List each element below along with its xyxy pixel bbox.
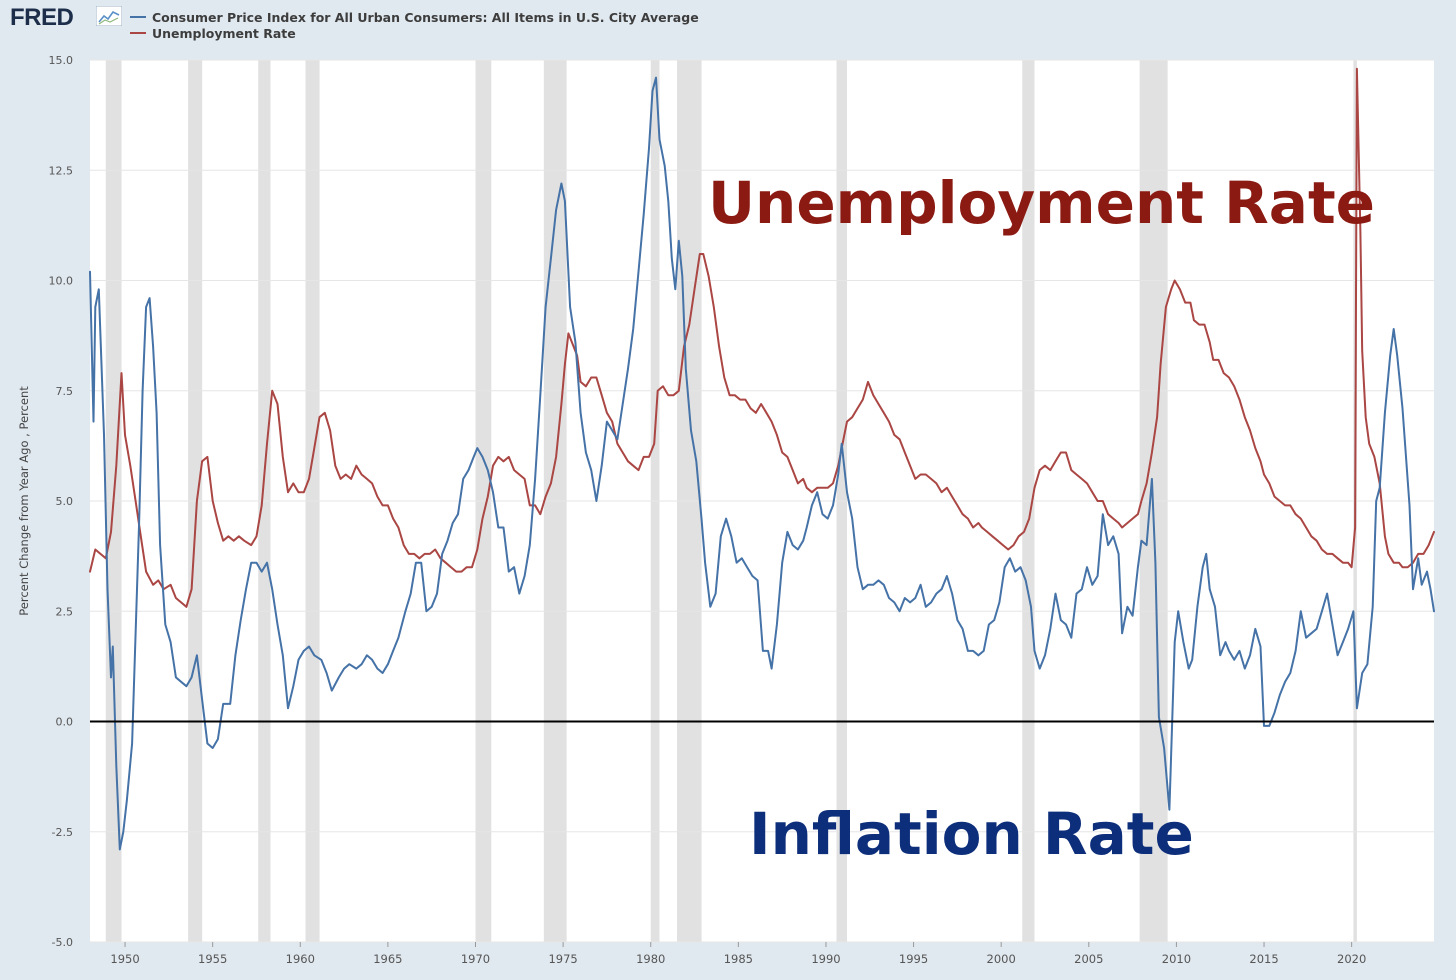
x-tick-label: 1990 bbox=[811, 952, 840, 966]
x-tick-label: 2015 bbox=[1249, 952, 1278, 966]
legend-swatch-unemployment bbox=[130, 32, 146, 34]
y-tick-label: 0.0 bbox=[56, 716, 74, 729]
y-tick-label: 15.0 bbox=[49, 54, 74, 67]
x-tick-label: 2000 bbox=[987, 952, 1016, 966]
x-tick-label: 2020 bbox=[1337, 952, 1366, 966]
series-line-cpi bbox=[89, 76, 1435, 851]
legend-item-unemployment[interactable]: Unemployment Rate bbox=[130, 25, 699, 41]
x-tick-label: 1985 bbox=[724, 952, 753, 966]
x-tick-label: 1980 bbox=[636, 952, 665, 966]
series-line-unemployment bbox=[89, 67, 1435, 608]
legend-swatch-cpi bbox=[130, 16, 146, 18]
legend-label-unemployment: Unemployment Rate bbox=[152, 25, 296, 41]
fred-chart-icon bbox=[96, 6, 122, 26]
y-tick-label: -5.0 bbox=[52, 936, 73, 949]
x-tick-label: 1970 bbox=[461, 952, 490, 966]
y-tick-label: 2.5 bbox=[56, 605, 74, 618]
x-tick-label: 1950 bbox=[110, 952, 139, 966]
x-tick-label: 1975 bbox=[548, 952, 577, 966]
y-tick-label: -2.5 bbox=[52, 826, 73, 839]
legend-label-cpi: Consumer Price Index for All Urban Consu… bbox=[152, 9, 699, 25]
x-tick-label: 2010 bbox=[1162, 952, 1191, 966]
fred-logo: FRED bbox=[10, 4, 74, 31]
legend: Consumer Price Index for All Urban Consu… bbox=[130, 9, 699, 41]
y-tick-label: 7.5 bbox=[56, 385, 74, 398]
legend-item-cpi[interactable]: Consumer Price Index for All Urban Consu… bbox=[130, 9, 699, 25]
x-tick-label: 2005 bbox=[1074, 952, 1103, 966]
chart-header: FRED Consumer Price Index for All Urban … bbox=[0, 0, 1456, 50]
y-tick-label: 12.5 bbox=[49, 164, 74, 177]
y-tick-label: 10.0 bbox=[49, 275, 74, 288]
x-tick-label: 1960 bbox=[286, 952, 315, 966]
annotation-unemployment-rate: Unemployment Rate bbox=[708, 169, 1375, 237]
y-axis-label: Percent Change from Year Ago , Percent bbox=[17, 386, 31, 616]
y-tick-label: 5.0 bbox=[56, 495, 74, 508]
x-tick-label: 1965 bbox=[373, 952, 402, 966]
annotation-inflation-rate: Inflation Rate bbox=[749, 800, 1194, 868]
x-tick-label: 1955 bbox=[198, 952, 227, 966]
x-tick-label: 1995 bbox=[899, 952, 928, 966]
